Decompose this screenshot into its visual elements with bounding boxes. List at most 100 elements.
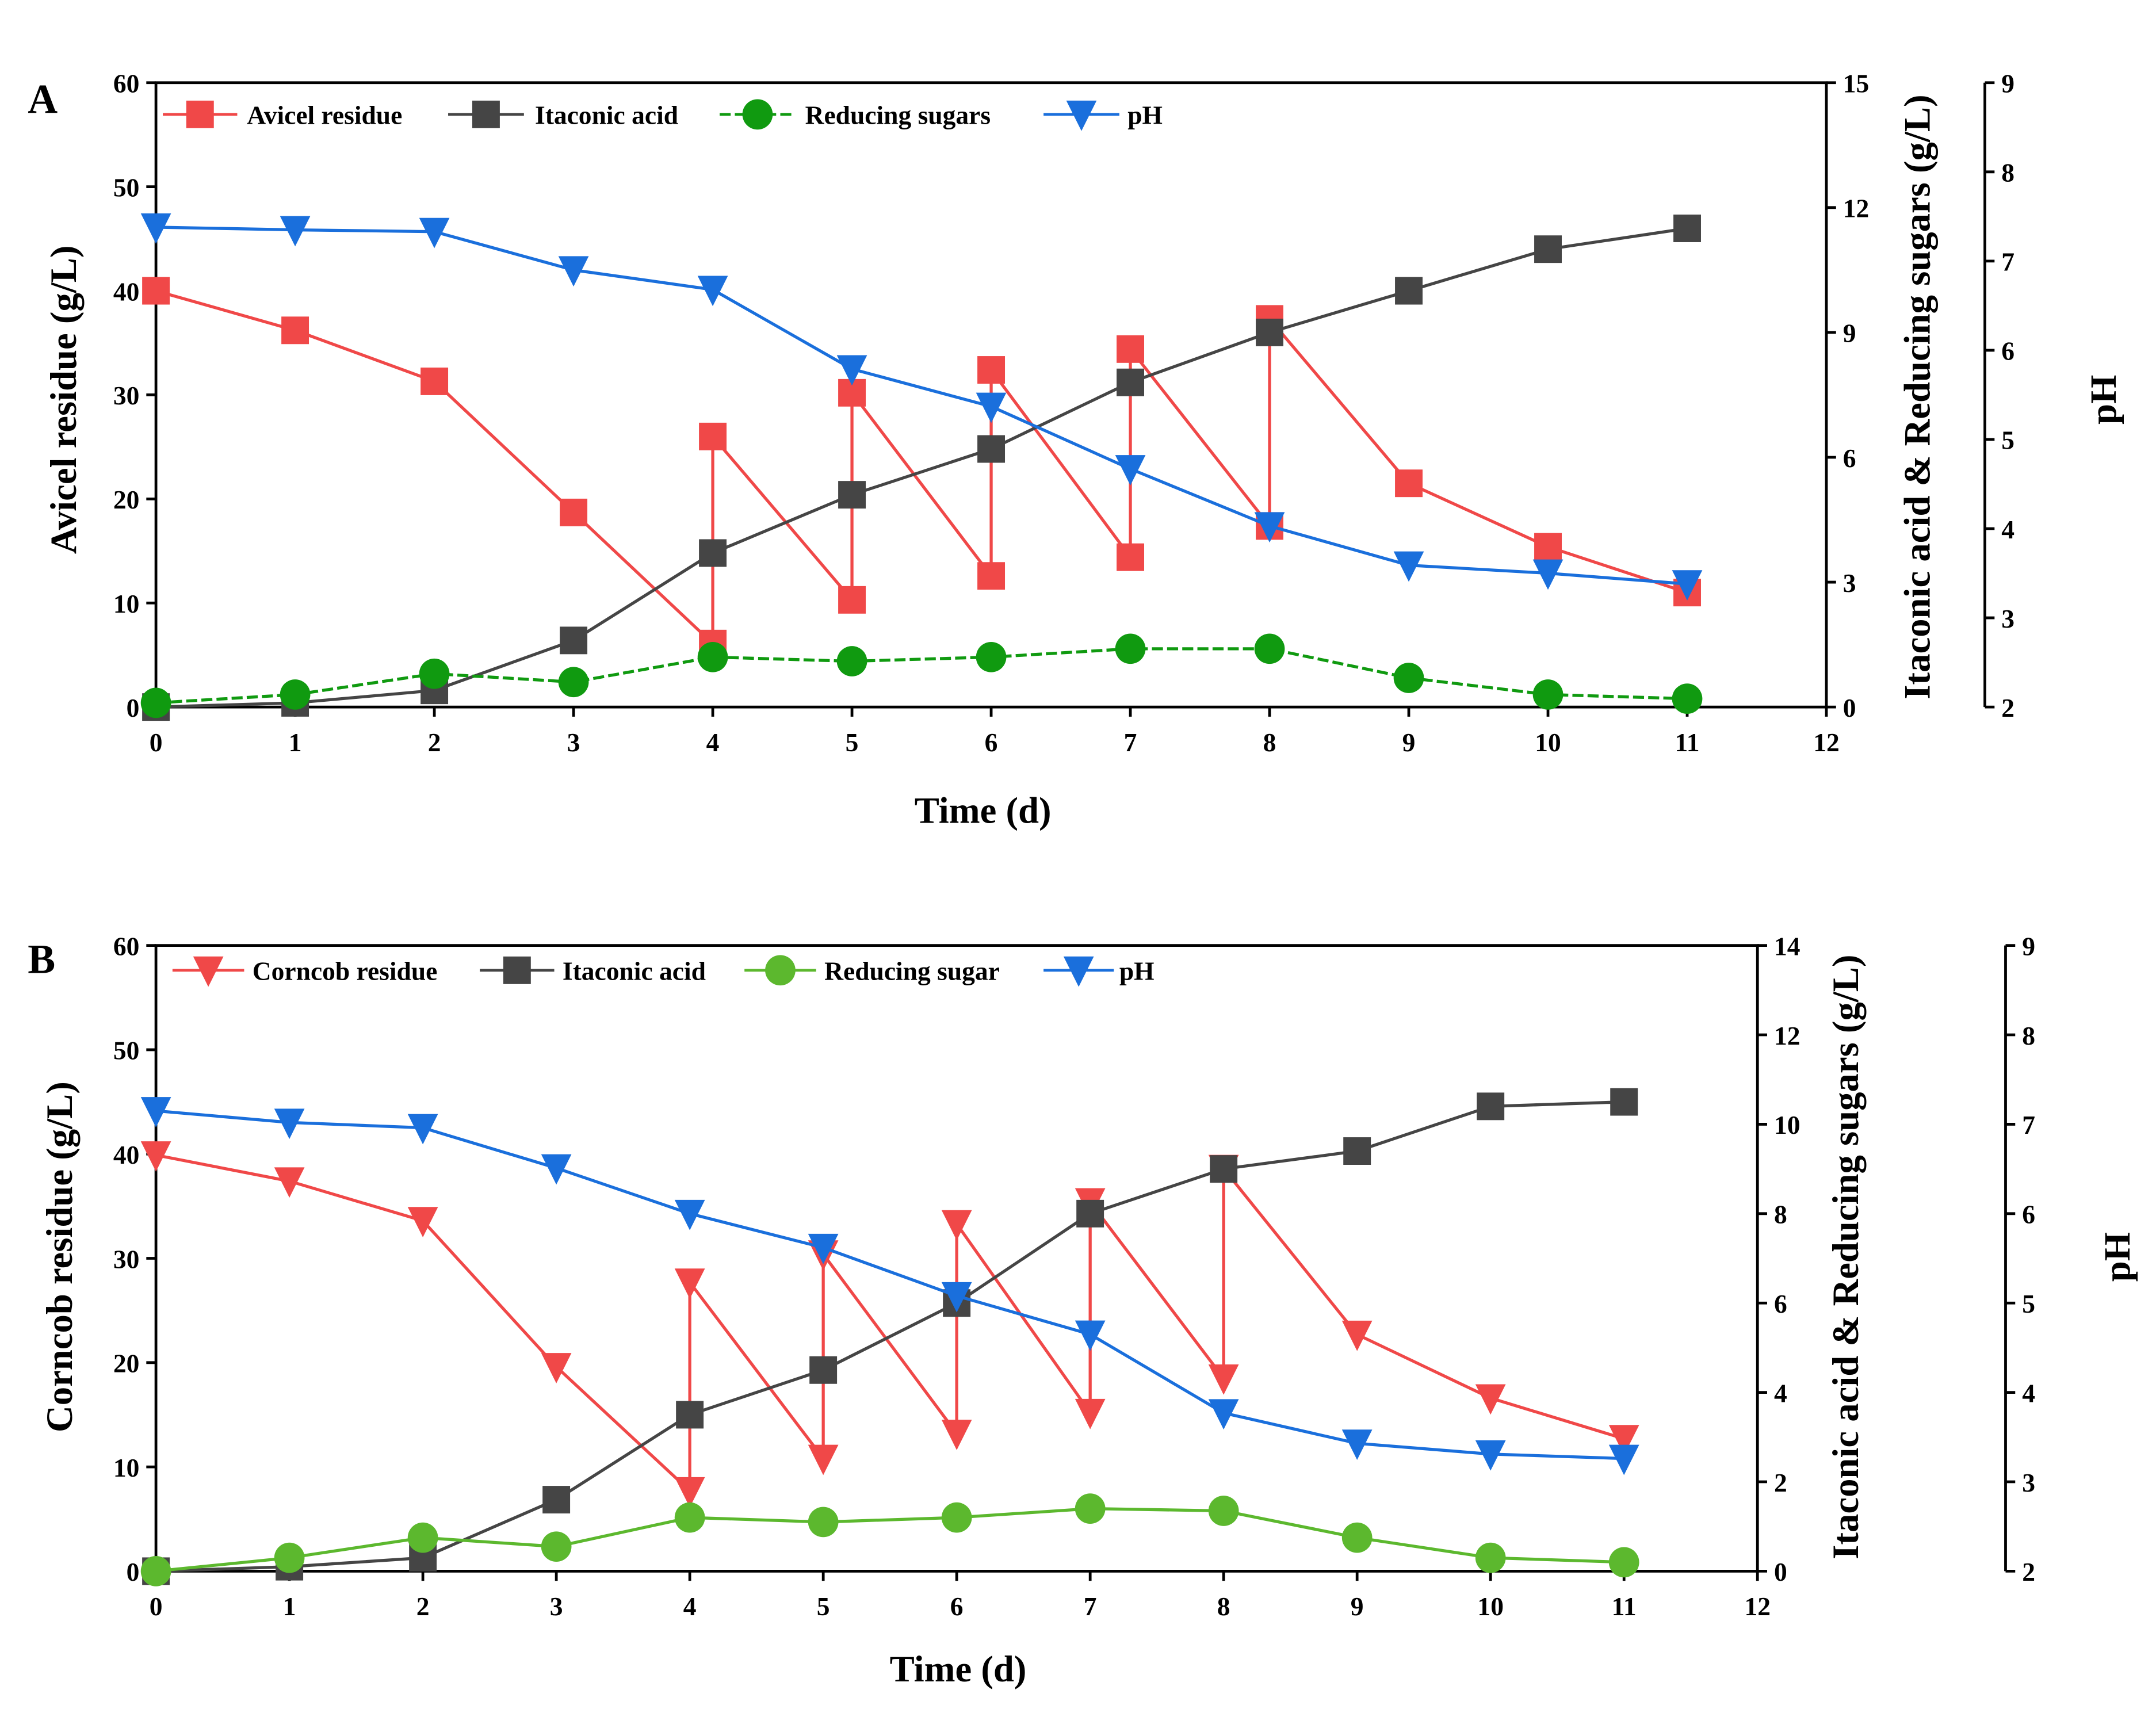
circle-marker: [808, 1507, 839, 1538]
triangle-down-marker: [140, 1141, 171, 1172]
panel-label: B: [28, 936, 55, 982]
square-marker: [838, 481, 866, 509]
triangle-down-marker: [941, 1210, 972, 1241]
x-tick-label: 0: [150, 728, 163, 757]
ph-tick-label: 2: [2022, 1557, 2035, 1586]
circle-marker: [976, 641, 1007, 672]
series-corncob-residue: [140, 956, 1639, 1508]
triangle-down-marker: [558, 256, 589, 287]
square-marker: [281, 316, 309, 345]
square-marker: [1534, 235, 1562, 263]
circle-marker: [1475, 1542, 1506, 1573]
x-tick-label: 12: [1813, 728, 1840, 757]
square-marker: [542, 1486, 571, 1514]
triangle-down-marker: [674, 1477, 705, 1508]
series-avicel-residue: [142, 100, 1701, 657]
x-tick-label: 11: [1612, 1592, 1637, 1621]
y-tick-label: 30: [113, 381, 140, 410]
y-axis-label: Avicel residue (g/L): [43, 246, 84, 555]
y2-tick-label: 6: [1774, 1289, 1787, 1318]
circle-marker: [274, 1542, 305, 1573]
x-tick-label: 5: [846, 728, 859, 757]
square-marker: [472, 100, 500, 128]
x-tick-label: 6: [985, 728, 998, 757]
ph-tick-label: 9: [2001, 69, 2014, 98]
circle-marker: [1254, 633, 1285, 664]
x-tick-label: 8: [1217, 1592, 1230, 1621]
ph-tick-label: 7: [2001, 247, 2014, 277]
y-tick-label: 10: [113, 1453, 140, 1482]
x-tick-label: 4: [683, 1592, 697, 1621]
legend-label: Avicel residue: [247, 101, 402, 130]
circle-marker: [140, 1556, 171, 1586]
square-marker: [1395, 469, 1423, 498]
square-marker: [1673, 215, 1701, 242]
circle-marker: [836, 646, 867, 676]
x-tick-label: 2: [428, 728, 441, 757]
series-line: [155, 1153, 1624, 1494]
triangle-down-marker: [1341, 1320, 1373, 1351]
ph-tick-label: 9: [2022, 931, 2035, 961]
legend: Avicel residue Itaconic acid Reducing su…: [247, 101, 1163, 130]
circle-marker: [1393, 663, 1424, 693]
y-tick-label: 50: [113, 173, 140, 202]
y-tick-label: 40: [113, 1140, 140, 1169]
triangle-down-marker: [1254, 512, 1285, 543]
square-marker: [676, 1401, 704, 1429]
circle-marker: [697, 641, 728, 672]
y-tick-label: 10: [113, 589, 140, 618]
circle-marker: [765, 955, 796, 986]
square-marker: [977, 435, 1006, 463]
circle-marker: [1532, 679, 1564, 710]
square-marker: [142, 277, 170, 305]
y2-tick-label: 15: [1843, 69, 1870, 98]
y2-tick-label: 2: [1774, 1468, 1787, 1497]
triangle-down-marker: [941, 1282, 972, 1313]
triangle-down-marker: [674, 1268, 705, 1299]
circle-marker: [1115, 633, 1146, 664]
series-line: [156, 1100, 1624, 1573]
ph-tick-label: 5: [2001, 426, 2014, 455]
x-tick-label: 9: [1351, 1592, 1364, 1621]
series-ph: [140, 100, 1703, 601]
y-tick-label: 0: [127, 693, 140, 722]
triangle-down-marker: [976, 392, 1007, 423]
x-tick-label: 10: [1535, 728, 1561, 757]
y-tick-label: 40: [113, 277, 140, 306]
circle-marker: [674, 1502, 705, 1533]
legend-label: Corncob residue: [253, 957, 438, 986]
series-reducing-sugars: [140, 99, 1703, 718]
x-tick-label: 3: [567, 728, 580, 757]
square-marker: [838, 586, 866, 614]
x-tick-label: 1: [283, 1592, 296, 1621]
ph-tick-label: 3: [2022, 1468, 2035, 1497]
circle-marker: [1608, 1547, 1639, 1578]
circle-marker: [742, 99, 773, 130]
triangle-down-marker: [808, 1233, 839, 1264]
triangle-down-marker: [419, 217, 450, 248]
panel-a: A Time (d) Avicel residue (g/L) Itaconic…: [28, 69, 2124, 831]
ph-tick-label: 4: [2001, 515, 2014, 544]
triangle-down-marker: [1393, 551, 1424, 582]
circle-marker: [541, 1531, 572, 1562]
y2-axis-label: Itaconic acid & Reducing sugars (g/L): [1897, 94, 1938, 699]
circle-marker: [419, 658, 450, 689]
y-tick-label: 60: [113, 69, 140, 98]
ph-tick-label: 8: [2022, 1021, 2035, 1050]
x-tick-label: 9: [1402, 728, 1416, 757]
x-tick-label: 7: [1124, 728, 1137, 757]
triangle-down-marker: [674, 1199, 705, 1230]
square-marker: [699, 539, 727, 567]
circle-marker: [1075, 1493, 1106, 1524]
square-marker: [1477, 1092, 1505, 1121]
series-line: [155, 289, 1688, 647]
square-marker: [1343, 1137, 1371, 1165]
triangle-down-marker: [1208, 1364, 1239, 1395]
ph-tick-label: 7: [2022, 1110, 2035, 1140]
triangle-down-marker: [941, 1420, 972, 1450]
circle-marker: [280, 679, 311, 710]
y2-tick-label: 10: [1774, 1110, 1801, 1140]
triangle-down-marker: [1115, 455, 1146, 485]
square-marker: [503, 956, 531, 984]
